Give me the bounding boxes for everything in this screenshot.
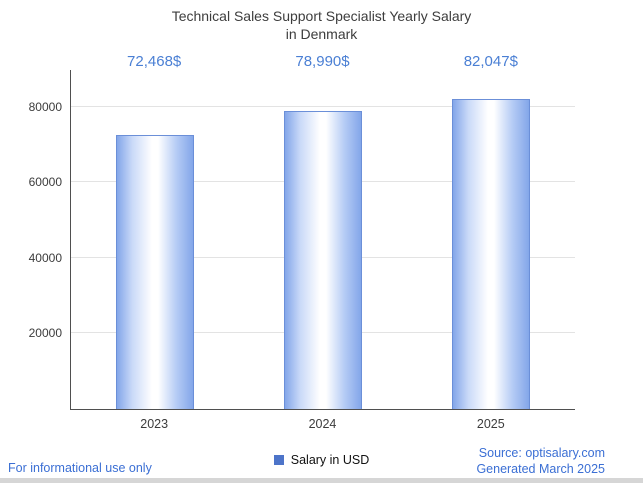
y-tick-label: 40000	[28, 250, 62, 265]
bar-2025	[452, 99, 530, 409]
y-tick-label: 20000	[28, 326, 62, 341]
bar-value-label-2025: 82,047$	[463, 53, 518, 70]
chart-title-line2: in Denmark	[285, 26, 358, 43]
y-tick-label: 80000	[28, 99, 62, 114]
plot-area	[70, 70, 575, 410]
bottom-strip	[0, 478, 643, 483]
source-link[interactable]: Source: optisalary.com	[478, 446, 605, 460]
bar-column-2024	[239, 70, 407, 409]
bars-layer	[71, 70, 575, 409]
generated-text: Generated March 2025	[476, 461, 605, 476]
legend: Salary in USD	[0, 453, 643, 467]
bar-value-label-2023: 72,468$	[127, 53, 182, 70]
bar-column-2023	[71, 70, 239, 409]
bar-2023	[116, 135, 194, 409]
legend-swatch-icon	[273, 455, 284, 465]
gridline	[71, 105, 575, 107]
x-axis-labels: 2023 2024 2025	[70, 417, 575, 431]
bar-column-2025	[407, 70, 575, 409]
bar-value-labels: 72,468$ 78,990$ 82,047$	[70, 53, 575, 70]
bar-2024	[284, 111, 362, 409]
disclaimer-text: For informational use only	[8, 461, 152, 475]
legend-label: Salary in USD	[290, 453, 370, 467]
bar-value-label-2024: 78,990$	[295, 53, 350, 70]
x-tick-label-2023: 2023	[140, 417, 169, 431]
x-tick-label-2024: 2024	[308, 417, 337, 431]
y-tick-label: 60000	[28, 175, 62, 190]
source-block: Source: optisalary.com Generated March 2…	[476, 446, 605, 477]
x-tick-label-2025: 2025	[476, 417, 505, 431]
chart-title-line1: Technical Sales Support Specialist Yearl…	[171, 8, 472, 24]
chart-title: Technical Sales Support Specialist Yearl…	[0, 7, 643, 44]
